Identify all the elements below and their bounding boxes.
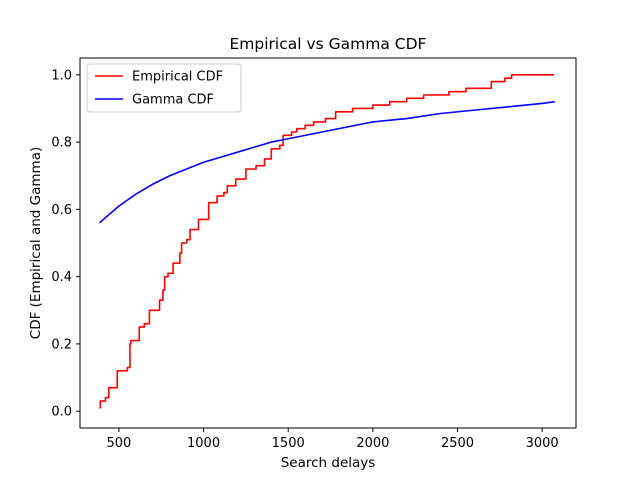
chart-title: Empirical vs Gamma CDF [230,35,427,53]
y-tick-label: 1.0 [51,68,72,83]
axis-ticks: 500 1000 1500 2000 2500 3000 0.0 0.2 0.4 0.6 0.8 1.… [51,68,558,451]
y-tick-label: 0.6 [51,203,72,218]
x-tick-label: 1000 [187,436,220,451]
legend-box [86,63,242,113]
x-tick-label: 500 [107,436,132,451]
x-tick-label: 1500 [272,436,305,451]
plot-area [79,57,577,429]
x-tick-label: 3000 [526,436,559,451]
y-tick-label: 0.8 [51,136,72,151]
plot-frame [79,57,577,429]
x-tick-label: 2000 [356,436,389,451]
y-axis-label: CDF (Empirical and Gamma) [28,147,44,339]
series-line-1 [98,100,555,224]
legend-label-1: Gamma CDF [132,93,214,108]
y-tick-label: 0.2 [51,337,72,352]
y-tick-label: 0.0 [51,405,72,420]
legend-label-0: Empirical CDF [132,70,223,85]
y-tick-label: 0.4 [51,270,72,285]
x-tick-label: 2500 [441,436,474,451]
series-line-0 [99,74,554,409]
legend: Empirical CDF Gamma CDF [86,63,242,113]
x-axis-label: Search delays [281,455,376,471]
